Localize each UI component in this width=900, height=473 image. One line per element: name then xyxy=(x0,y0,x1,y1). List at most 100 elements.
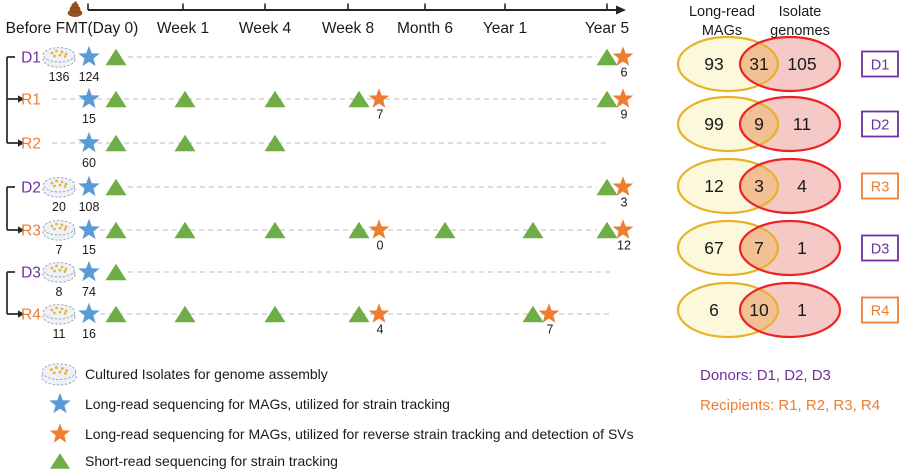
venn-left-count: 93 xyxy=(704,54,723,74)
longread-mag-count: 124 xyxy=(79,70,100,84)
longread-mag-count: 74 xyxy=(82,285,96,299)
dish-colony-dot xyxy=(53,269,56,273)
green-triangle-icon xyxy=(174,221,196,239)
dish-colony-dot xyxy=(58,53,62,57)
dish-colony-dot xyxy=(60,265,64,269)
venn-yellow-outline xyxy=(676,281,780,339)
venn-overlap-region xyxy=(739,42,779,86)
cultured-isolate-count: 11 xyxy=(53,327,66,341)
bracket-arrowhead-icon xyxy=(18,95,25,103)
timeline-row-R1: R1 15 7 9 xyxy=(21,87,634,126)
green-triangle-icon xyxy=(434,221,456,239)
axis-time-label: Before FMT(Day 0) xyxy=(6,20,139,37)
green-triangle-icon xyxy=(105,48,127,66)
donors-note: Donors: D1, D2, D3 xyxy=(700,367,831,384)
green-triangle-icon xyxy=(174,90,196,108)
orange-star-icon xyxy=(538,303,560,323)
dish-colony-dot xyxy=(50,51,54,55)
dish-colony-dot xyxy=(63,270,67,273)
timeline-row-D2: D2 20 108 3 xyxy=(21,175,634,214)
venn-tag-box-R3 xyxy=(861,172,899,200)
stool-icon xyxy=(67,1,83,17)
green-triangle-icon xyxy=(264,90,286,108)
dish-colony-dot xyxy=(60,223,64,227)
venn-column-header-isolate: Isolate genomes xyxy=(770,3,830,40)
dish-colony-dot xyxy=(55,306,58,310)
dish-colony-dot xyxy=(60,180,64,184)
donor-recipient-bracket xyxy=(6,186,25,234)
blue-star-icon xyxy=(78,45,100,67)
axis-time-label: Week 1 xyxy=(157,20,209,37)
green-triangle-icon xyxy=(105,221,127,239)
venn-tag-label: R4 xyxy=(871,304,890,320)
venn-left-count: 12 xyxy=(704,176,723,196)
venn-red-outline xyxy=(738,281,842,339)
orange-star-icon xyxy=(368,219,390,239)
dish-colony-dot xyxy=(50,266,54,270)
longread-mag-count: 108 xyxy=(79,200,100,214)
venn-diagram-D2: 99 9 11 D2 xyxy=(676,95,899,153)
dish-colony-dot xyxy=(58,310,62,314)
timeline-panel: Before FMT(Day 0) Week 1 Week 4 Week 8 Month… xyxy=(6,1,634,341)
dish-colony-dot xyxy=(63,55,67,58)
petri-dish-icon xyxy=(41,363,77,386)
row-label-D3: D3 xyxy=(21,265,41,282)
venn-header-line: Isolate xyxy=(778,4,822,20)
venn-overlap-count: 7 xyxy=(754,238,764,258)
venn-yellow-outline xyxy=(676,95,780,153)
green-triangle-icon xyxy=(105,90,127,108)
green-triangle-icon xyxy=(348,221,370,239)
reverse-tracking-count: 3 xyxy=(621,196,628,210)
cultured-isolate-count: 20 xyxy=(52,200,66,214)
dish-colony-dot xyxy=(49,368,53,372)
petri-dish-icon xyxy=(42,220,76,241)
recipients-note: Recipients: R1, R2, R3, R4 xyxy=(700,397,881,414)
dish-colony-dot xyxy=(64,182,68,186)
longread-mag-count: 15 xyxy=(82,112,96,126)
venn-diagram-D3: 67 7 1 D3 xyxy=(676,219,899,277)
dish-colony-dot xyxy=(54,366,58,369)
dish-colony-dot xyxy=(63,228,67,231)
dish-colony-dot xyxy=(58,183,62,187)
dish-colony-dot xyxy=(60,367,64,371)
dish-colony-dot xyxy=(60,307,64,311)
venn-left-count: 67 xyxy=(704,238,723,258)
green-triangle-icon xyxy=(264,305,286,323)
green-triangle-icon xyxy=(348,305,370,323)
petri-dish-icon xyxy=(42,177,76,198)
blue-star-icon xyxy=(78,87,100,109)
blue-star-icon xyxy=(78,175,100,197)
orange-star-icon xyxy=(368,88,390,108)
venn-red-outline xyxy=(738,157,842,215)
venn-tag-box-D3 xyxy=(861,234,899,262)
green-triangle-icon xyxy=(596,90,618,108)
dish-colony-dot xyxy=(55,49,58,53)
green-triangle-icon xyxy=(174,305,196,323)
row-label-R1: R1 xyxy=(21,92,41,109)
dish-colony-dot xyxy=(64,372,67,375)
venn-tag-label: D2 xyxy=(871,118,890,134)
venn-yellow-outline xyxy=(676,219,780,277)
dish-colony-dot xyxy=(58,370,62,374)
cultured-isolate-count: 136 xyxy=(49,70,70,84)
petri-dish-icon xyxy=(42,304,76,325)
venn-tag-label: R3 xyxy=(871,180,890,196)
bracket-arrowhead-icon xyxy=(18,310,25,318)
axis-time-label: Week 4 xyxy=(239,20,292,37)
orange-star-icon xyxy=(612,46,634,66)
axis-time-label: Year 1 xyxy=(483,20,527,37)
dish-colony-dot xyxy=(53,227,56,231)
venn-red-outline xyxy=(738,95,842,153)
dish-colony-dot xyxy=(53,54,56,58)
legend-label-shortread: Short-read sequencing for strain trackin… xyxy=(85,453,338,469)
dish-colony-dot xyxy=(50,224,54,228)
bracket-arrowhead-icon xyxy=(18,139,25,147)
dish-colony-dot xyxy=(58,226,62,230)
venn-right-count: 1 xyxy=(797,238,807,258)
dish-colony-dot xyxy=(64,225,68,229)
venn-diagram-R4: 6 10 1 R4 xyxy=(676,281,899,339)
venn-overlap-count: 3 xyxy=(754,176,764,196)
cultured-isolate-count: 7 xyxy=(56,243,63,257)
